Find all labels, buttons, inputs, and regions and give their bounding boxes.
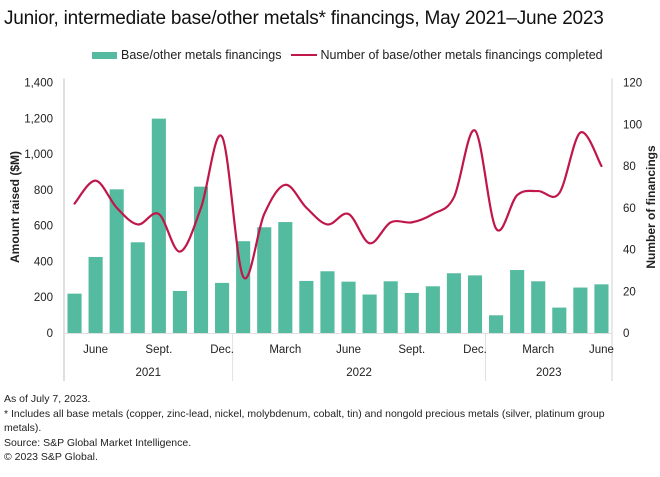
bar	[257, 227, 272, 333]
legend-line-label: Number of base/other metals financings c…	[320, 48, 603, 62]
right-axis-title: Number of financings	[644, 145, 658, 269]
x-axis-labels: June Sept. Dec. March June Sept. Dec. March June…	[83, 344, 614, 379]
year-label: 2021	[136, 367, 162, 379]
legend-bar-label: Base/other metals financings	[121, 48, 282, 62]
left-tick-label: 600	[34, 221, 53, 233]
bar-series	[67, 118, 609, 333]
bar	[383, 281, 398, 333]
bar	[531, 281, 546, 333]
footnotes: As of July 7, 2023. * Includes all base …	[4, 392, 644, 465]
x-tick-label: June	[83, 344, 108, 356]
bar	[130, 242, 145, 333]
bar	[594, 284, 609, 333]
legend-line-swatch	[290, 54, 317, 56]
bar	[299, 280, 314, 333]
left-axis-tick-labels: 0 200 400 600 800 1,000 1,200 1,400	[24, 78, 53, 341]
x-tick-label: March	[269, 344, 301, 356]
bar	[404, 292, 419, 333]
right-axis-tick-labels: 0 20 40 60 80 100 120	[623, 78, 642, 341]
left-tick-label: 0	[47, 328, 53, 340]
left-tick-label: 1,000	[24, 149, 53, 161]
right-tick-label: 80	[623, 161, 636, 173]
footnote-as-of: As of July 7, 2023.	[4, 393, 91, 405]
right-tick-label: 0	[623, 328, 629, 340]
bar	[341, 281, 356, 333]
bar	[425, 286, 440, 333]
footnote-copyright: © 2023 S&P Global.	[4, 451, 98, 463]
footnote-source: Source: S&P Global Market Intelligence.	[4, 436, 192, 449]
x-tick-label: June	[589, 344, 614, 356]
year-label: 2022	[346, 367, 372, 379]
line-series	[73, 129, 603, 280]
right-tick-label: 40	[623, 245, 636, 257]
x-tick-label: Sept.	[398, 344, 425, 356]
x-tick-label: Sept.	[145, 344, 172, 356]
bar	[446, 273, 461, 333]
x-tick-label: Dec.	[210, 344, 234, 356]
x-tick-label: March	[522, 344, 554, 356]
bar	[573, 287, 588, 333]
left-tick-label: 200	[34, 292, 53, 304]
chart: June Sept. Dec. March June Sept. Dec. March June…	[8, 78, 658, 381]
right-tick-label: 20	[623, 286, 636, 298]
bar	[278, 222, 293, 333]
bar	[151, 118, 166, 333]
bar	[467, 275, 483, 333]
right-tick-label: 60	[623, 203, 636, 215]
right-tick-label: 120	[623, 78, 642, 90]
legend-bar-swatch	[92, 51, 117, 59]
left-tick-label: 1,400	[24, 78, 53, 90]
bar	[109, 189, 124, 333]
bar	[320, 271, 335, 333]
x-tick-label: June	[336, 344, 361, 356]
footnote-includes: * Includes all base metals (copper, zinc…	[4, 407, 605, 435]
bar	[489, 315, 504, 333]
year-label: 2023	[536, 367, 562, 379]
bar	[215, 282, 230, 333]
bar	[67, 293, 82, 333]
bar	[552, 307, 567, 333]
left-tick-label: 400	[34, 256, 53, 268]
bar	[172, 290, 187, 333]
chart-title: Junior, intermediate base/other metals* …	[4, 8, 604, 29]
bar	[510, 270, 525, 333]
legend: Base/other metals financings Number of b…	[92, 46, 603, 64]
bar	[193, 186, 209, 333]
bar	[362, 294, 377, 333]
x-tick-label: Dec.	[463, 344, 487, 356]
left-axis-title: Amount raised ($M)	[8, 151, 22, 263]
left-tick-label: 800	[34, 185, 53, 197]
right-tick-label: 100	[623, 119, 642, 131]
bar	[88, 256, 103, 333]
left-tick-label: 1,200	[24, 113, 53, 125]
axes	[63, 78, 613, 381]
